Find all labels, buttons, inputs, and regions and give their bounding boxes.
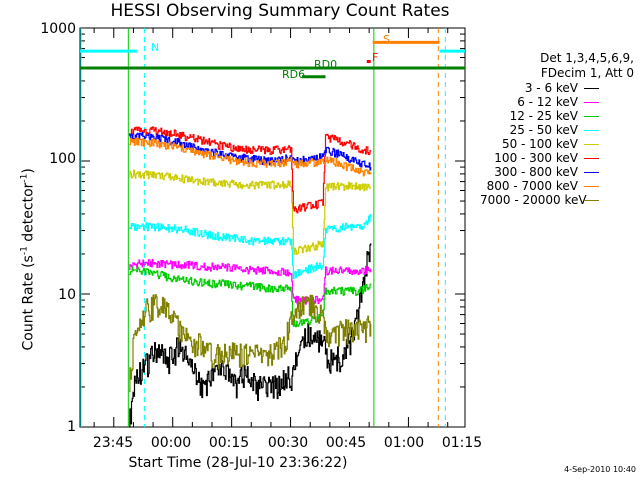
legend-item: 800 - 7000 keV xyxy=(480,180,600,192)
series-line xyxy=(129,258,372,305)
y-tick-label: 1000 xyxy=(40,21,76,37)
x-tick-label: 23:45 xyxy=(92,435,134,451)
y-tick-label: 10 xyxy=(58,287,76,303)
legend-item: 300 - 800 keV xyxy=(480,166,600,178)
x-tick-label: 00:00 xyxy=(150,435,192,451)
annotation-flare-label: F xyxy=(372,51,379,64)
print-date: 4-Sep-2010 10:40 xyxy=(564,465,636,474)
annotation-saa-label: S xyxy=(383,33,390,46)
legend-label: 50 - 100 keV xyxy=(501,137,578,151)
x-tick-label: 01:00 xyxy=(383,435,425,451)
legend-swatch xyxy=(584,185,599,187)
x-axis-label: Start Time (28-Jul-10 23:36:22) xyxy=(128,455,348,471)
legend-swatch xyxy=(584,143,599,145)
legend-label: 12 - 25 keV xyxy=(509,109,578,123)
y-tick-label: 100 xyxy=(49,151,76,167)
legend-swatch xyxy=(584,87,599,89)
series-line xyxy=(129,169,372,255)
y-axis-label: Count Rate (s-1 detector-1) xyxy=(19,168,37,351)
legend-label: 300 - 800 keV xyxy=(494,165,578,179)
legend-item: 6 - 12 keV xyxy=(480,96,600,108)
legend-item: 50 - 100 keV xyxy=(480,138,600,150)
legend-item: 7000 - 20000 keV xyxy=(480,194,600,206)
legend-swatch xyxy=(584,129,599,131)
x-tick-label: 00:15 xyxy=(208,435,250,451)
legend-header-decimation: FDecim 1, Att 0 xyxy=(540,66,634,80)
x-tick-label: 00:30 xyxy=(267,435,309,451)
series-line xyxy=(129,266,372,328)
legend-swatch xyxy=(584,199,599,201)
legend-label: 100 - 300 keV xyxy=(494,151,578,165)
legend-label: 800 - 7000 keV xyxy=(486,179,578,193)
legend-label: 7000 - 20000 keV xyxy=(480,193,587,207)
legend-label: 3 - 6 keV xyxy=(524,81,578,95)
series-line xyxy=(129,294,372,392)
series-line xyxy=(129,126,372,214)
legend-swatch xyxy=(584,171,599,173)
x-tick-label: 00:45 xyxy=(325,435,367,451)
legend-swatch xyxy=(584,115,599,117)
annotation-night-label: N xyxy=(151,41,160,54)
legend-item: 25 - 50 keV xyxy=(480,124,600,136)
annotation-rd6-label: RD6 xyxy=(282,68,306,81)
chart-title: HESSI Observing Summary Count Rates xyxy=(110,1,450,21)
legend-label: 6 - 12 keV xyxy=(517,95,578,109)
legend-swatch xyxy=(584,157,599,159)
series-line xyxy=(129,137,372,177)
legend-swatch xyxy=(584,101,599,103)
series-line xyxy=(129,243,372,428)
y-tick-label: 1 xyxy=(67,419,76,435)
series-line xyxy=(129,214,372,280)
annotation-rd0-label: RD0 xyxy=(314,58,338,71)
plot-frame xyxy=(79,27,466,428)
legend-item: 100 - 300 keV xyxy=(480,152,600,164)
x-tick-label: 01:15 xyxy=(441,435,483,451)
legend-item: 3 - 6 keV xyxy=(480,82,600,94)
legend-header-detectors: Det 1,3,4,5,6,9, xyxy=(540,51,634,65)
legend-item: 12 - 25 keV xyxy=(480,110,600,122)
legend-label: 25 - 50 keV xyxy=(509,123,578,137)
